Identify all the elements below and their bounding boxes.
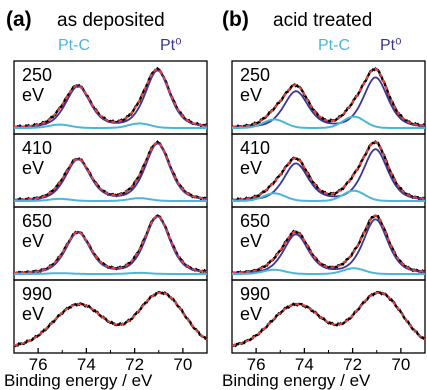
panel-b-legend-pt0: Pt⁰ [380, 37, 402, 54]
panel-b-xtick-label-74: 74 [295, 355, 314, 374]
panel-b-xtick-label-76: 76 [247, 355, 266, 374]
panel-b-xlabel: Binding energy / eV [222, 371, 371, 390]
panel-b-row-1-energy: 250 [240, 65, 270, 85]
panel-b-row-4-unit: eV [240, 304, 262, 324]
panel-a-row-2-unit: eV [22, 158, 44, 178]
panel-a-row-4-energy: 990 [22, 284, 52, 304]
panel-a-row-1-fit-line [14, 68, 208, 128]
panel-a-xtick-label-72: 72 [125, 355, 144, 374]
panel-b-xtick-label-70: 70 [391, 355, 410, 374]
panel-b-row-1-pt0-line [231, 76, 426, 128]
panel-b-row-2-pt0-line [232, 148, 426, 201]
panel-a-row-2-fit-line [14, 141, 208, 201]
panel-b-row-1-data-line [231, 67, 426, 130]
panel-b-row-1-unit: eV [240, 85, 262, 105]
panel-a-row-3-energy: 650 [22, 211, 52, 231]
panel-a-row-1-energy: 250 [22, 65, 52, 85]
panel-b-row-4-energy: 990 [240, 284, 270, 304]
panel-a-row-4-unit: eV [22, 304, 44, 324]
panel-a-row-3-fit-line [14, 215, 208, 274]
panel-a-row-3-ptc-line [14, 271, 207, 275]
panel-b-row-2-unit: eV [240, 158, 262, 178]
panel-a-row-4-fit-line [13, 291, 208, 347]
panel-b-row-2-data-line [231, 140, 426, 202]
panel-a-label: (a) [6, 8, 32, 31]
panel-a-xtick-label-76: 76 [29, 355, 48, 374]
panel-b-row-4-fit-line [231, 291, 426, 347]
panel-b-label: (b) [222, 8, 249, 31]
panel-b-row-2-energy: 410 [240, 138, 270, 158]
panel-a-xtick-label-70: 70 [173, 355, 192, 374]
panel-b-row-2-ptc-line [232, 189, 425, 202]
panel-a-xlabel: Binding energy / eV [4, 371, 153, 390]
panel-a-row-1-ptc-line [14, 122, 207, 129]
panel-a-legend-ptc: Pt-C [58, 37, 90, 54]
panel-b-row-3-pt0-line [232, 218, 426, 274]
panel-b-title: acid treated [273, 10, 372, 31]
panel-a-row-1-unit: eV [22, 85, 44, 105]
panel-a-row-2-energy: 410 [22, 138, 52, 158]
panel-b-row-3-unit: eV [240, 231, 262, 251]
panel-b-xtick-label-72: 72 [343, 355, 362, 374]
panel-a-legend-pt0: Pt⁰ [160, 37, 182, 54]
panel-a-row-3-unit: eV [22, 231, 44, 251]
panel-b-row-3-ptc-line [232, 267, 425, 275]
panel-a-title: as deposited [57, 10, 165, 31]
panel-a-xtick-label-74: 74 [77, 355, 96, 374]
panel-b-row-1-ptc-line [232, 115, 425, 129]
panel-a-row-2-ptc-line [14, 197, 207, 202]
panel-b-row-3-energy: 650 [240, 211, 270, 231]
panel-b-legend-ptc: Pt-C [318, 37, 350, 54]
